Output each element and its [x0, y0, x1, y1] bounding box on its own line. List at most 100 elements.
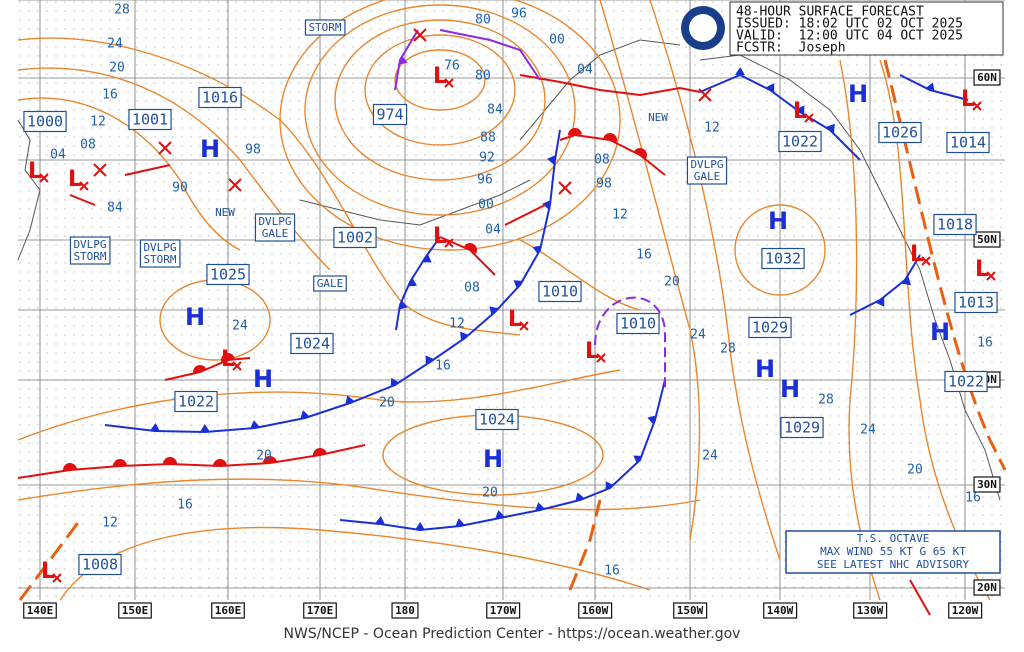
- high-center: H: [200, 135, 220, 163]
- isobar-label: 24: [107, 37, 123, 52]
- isobar-label: 92: [479, 151, 495, 166]
- latitude-label: 30N: [977, 478, 997, 491]
- warning-line: NEW: [648, 111, 668, 124]
- noaa-logo-inner: [689, 14, 717, 42]
- warning-line: STORM: [73, 250, 106, 263]
- high-center: H: [780, 375, 800, 403]
- isobar-label: 12: [90, 115, 106, 130]
- low-center: L: [508, 307, 522, 332]
- longitude-label: 120W: [952, 604, 979, 617]
- label-box: [128, 108, 172, 131]
- isobar-label: 20: [664, 275, 680, 290]
- latitude-label: 20N: [977, 581, 997, 594]
- isobar-label: 90: [172, 181, 188, 196]
- low-center: L: [961, 87, 975, 112]
- longitude-label: 180: [395, 604, 415, 617]
- longitude-label: 140E: [27, 604, 54, 617]
- label-box: [946, 131, 990, 154]
- latitude-label: 50N: [977, 233, 997, 246]
- low-center: L: [68, 167, 82, 192]
- isobar-label: 08: [594, 153, 610, 168]
- isobar-label: 98: [245, 143, 261, 158]
- label-box: [616, 312, 660, 335]
- low-cross: [804, 113, 814, 123]
- isobar-label: 20: [379, 396, 395, 411]
- low-cross: [444, 78, 454, 88]
- advisory-line: SEE LATEST NHC ADVISORY: [817, 558, 970, 571]
- latitude-label: 60N: [977, 71, 997, 84]
- header: 48-HOUR SURFACE FORECAST ISSUED: 18:02 U…: [681, 1, 1004, 56]
- longitude-label: 160E: [215, 604, 242, 617]
- low-center: L: [28, 159, 42, 184]
- label-box: [254, 213, 296, 242]
- isobar-label: 96: [511, 7, 527, 22]
- label-box: [23, 110, 67, 133]
- isobar-label: 08: [80, 138, 96, 153]
- warning-line: GALE: [262, 227, 289, 240]
- label-box: [763, 602, 798, 619]
- pressure-label: 1001: [132, 111, 168, 129]
- high-center: H: [253, 365, 273, 393]
- label-box: [303, 602, 337, 619]
- high-center: H: [185, 303, 205, 331]
- label-box: [139, 239, 181, 268]
- pressure-label: 1025: [210, 266, 246, 284]
- high-center: H: [768, 207, 788, 235]
- label-box: [748, 316, 792, 339]
- header-title: 48-HOUR SURFACE FORECAST: [736, 5, 924, 20]
- isobar-label: 28: [720, 342, 736, 357]
- high-center: H: [755, 355, 775, 383]
- label-box: [673, 602, 708, 619]
- pressure-label: 1032: [765, 250, 801, 268]
- isobar-label: 24: [232, 319, 248, 334]
- warning-line: GALE: [317, 277, 344, 290]
- warning-line: STORM: [308, 21, 341, 34]
- pressure-label: 1002: [337, 229, 373, 247]
- label-box: [778, 130, 822, 153]
- low-center: L: [793, 99, 807, 124]
- label-box: [578, 602, 613, 619]
- label-box: [174, 390, 218, 413]
- isobar-label: 28: [114, 3, 130, 18]
- isobar-label: 16: [604, 564, 620, 579]
- pressure-label: 1018: [937, 216, 973, 234]
- isobar-label: 16: [977, 336, 993, 351]
- position-cross: [158, 141, 172, 155]
- warning-label: DVLPG GALE: [258, 215, 291, 240]
- label-box: [954, 291, 998, 314]
- longitude-label: 140W: [767, 604, 794, 617]
- label-box: [780, 416, 824, 439]
- low-center: L: [41, 559, 55, 584]
- pressure-label: 1010: [542, 283, 578, 301]
- pressure-label: 974: [376, 106, 403, 124]
- pressure-label: 1029: [784, 419, 820, 437]
- isobar-label: 04: [485, 223, 501, 238]
- header-box: [729, 1, 1004, 56]
- low-center: L: [221, 347, 235, 372]
- isobar-label: 80: [475, 69, 491, 84]
- header-forecaster: FCSTR: Joseph: [736, 41, 846, 56]
- high-center: H: [848, 80, 868, 108]
- label-box: [686, 156, 728, 185]
- position-cross: [698, 88, 712, 102]
- label-box: [211, 602, 245, 619]
- label-box: [118, 602, 152, 619]
- longitude-label: 170E: [307, 604, 334, 617]
- label-box: [372, 103, 408, 126]
- isobar-label: 16: [435, 359, 451, 374]
- warning-line: STORM: [143, 253, 176, 266]
- label-box: [878, 121, 922, 144]
- high-center: H: [483, 445, 503, 473]
- warning-line: DVLPG: [73, 238, 106, 251]
- isobar-label: 04: [577, 63, 593, 78]
- isobar-label: 12: [449, 317, 465, 332]
- label-box: [853, 602, 888, 619]
- pressure-label: 1013: [958, 294, 994, 312]
- label-box: [486, 602, 521, 619]
- warning-label: NEW: [215, 206, 235, 219]
- pressure-label: 1010: [620, 315, 656, 333]
- isobar-label: 20: [109, 61, 125, 76]
- warning-line: DVLPG: [690, 158, 723, 171]
- longitude-label: 170W: [490, 604, 517, 617]
- isobar-label: 16: [102, 88, 118, 103]
